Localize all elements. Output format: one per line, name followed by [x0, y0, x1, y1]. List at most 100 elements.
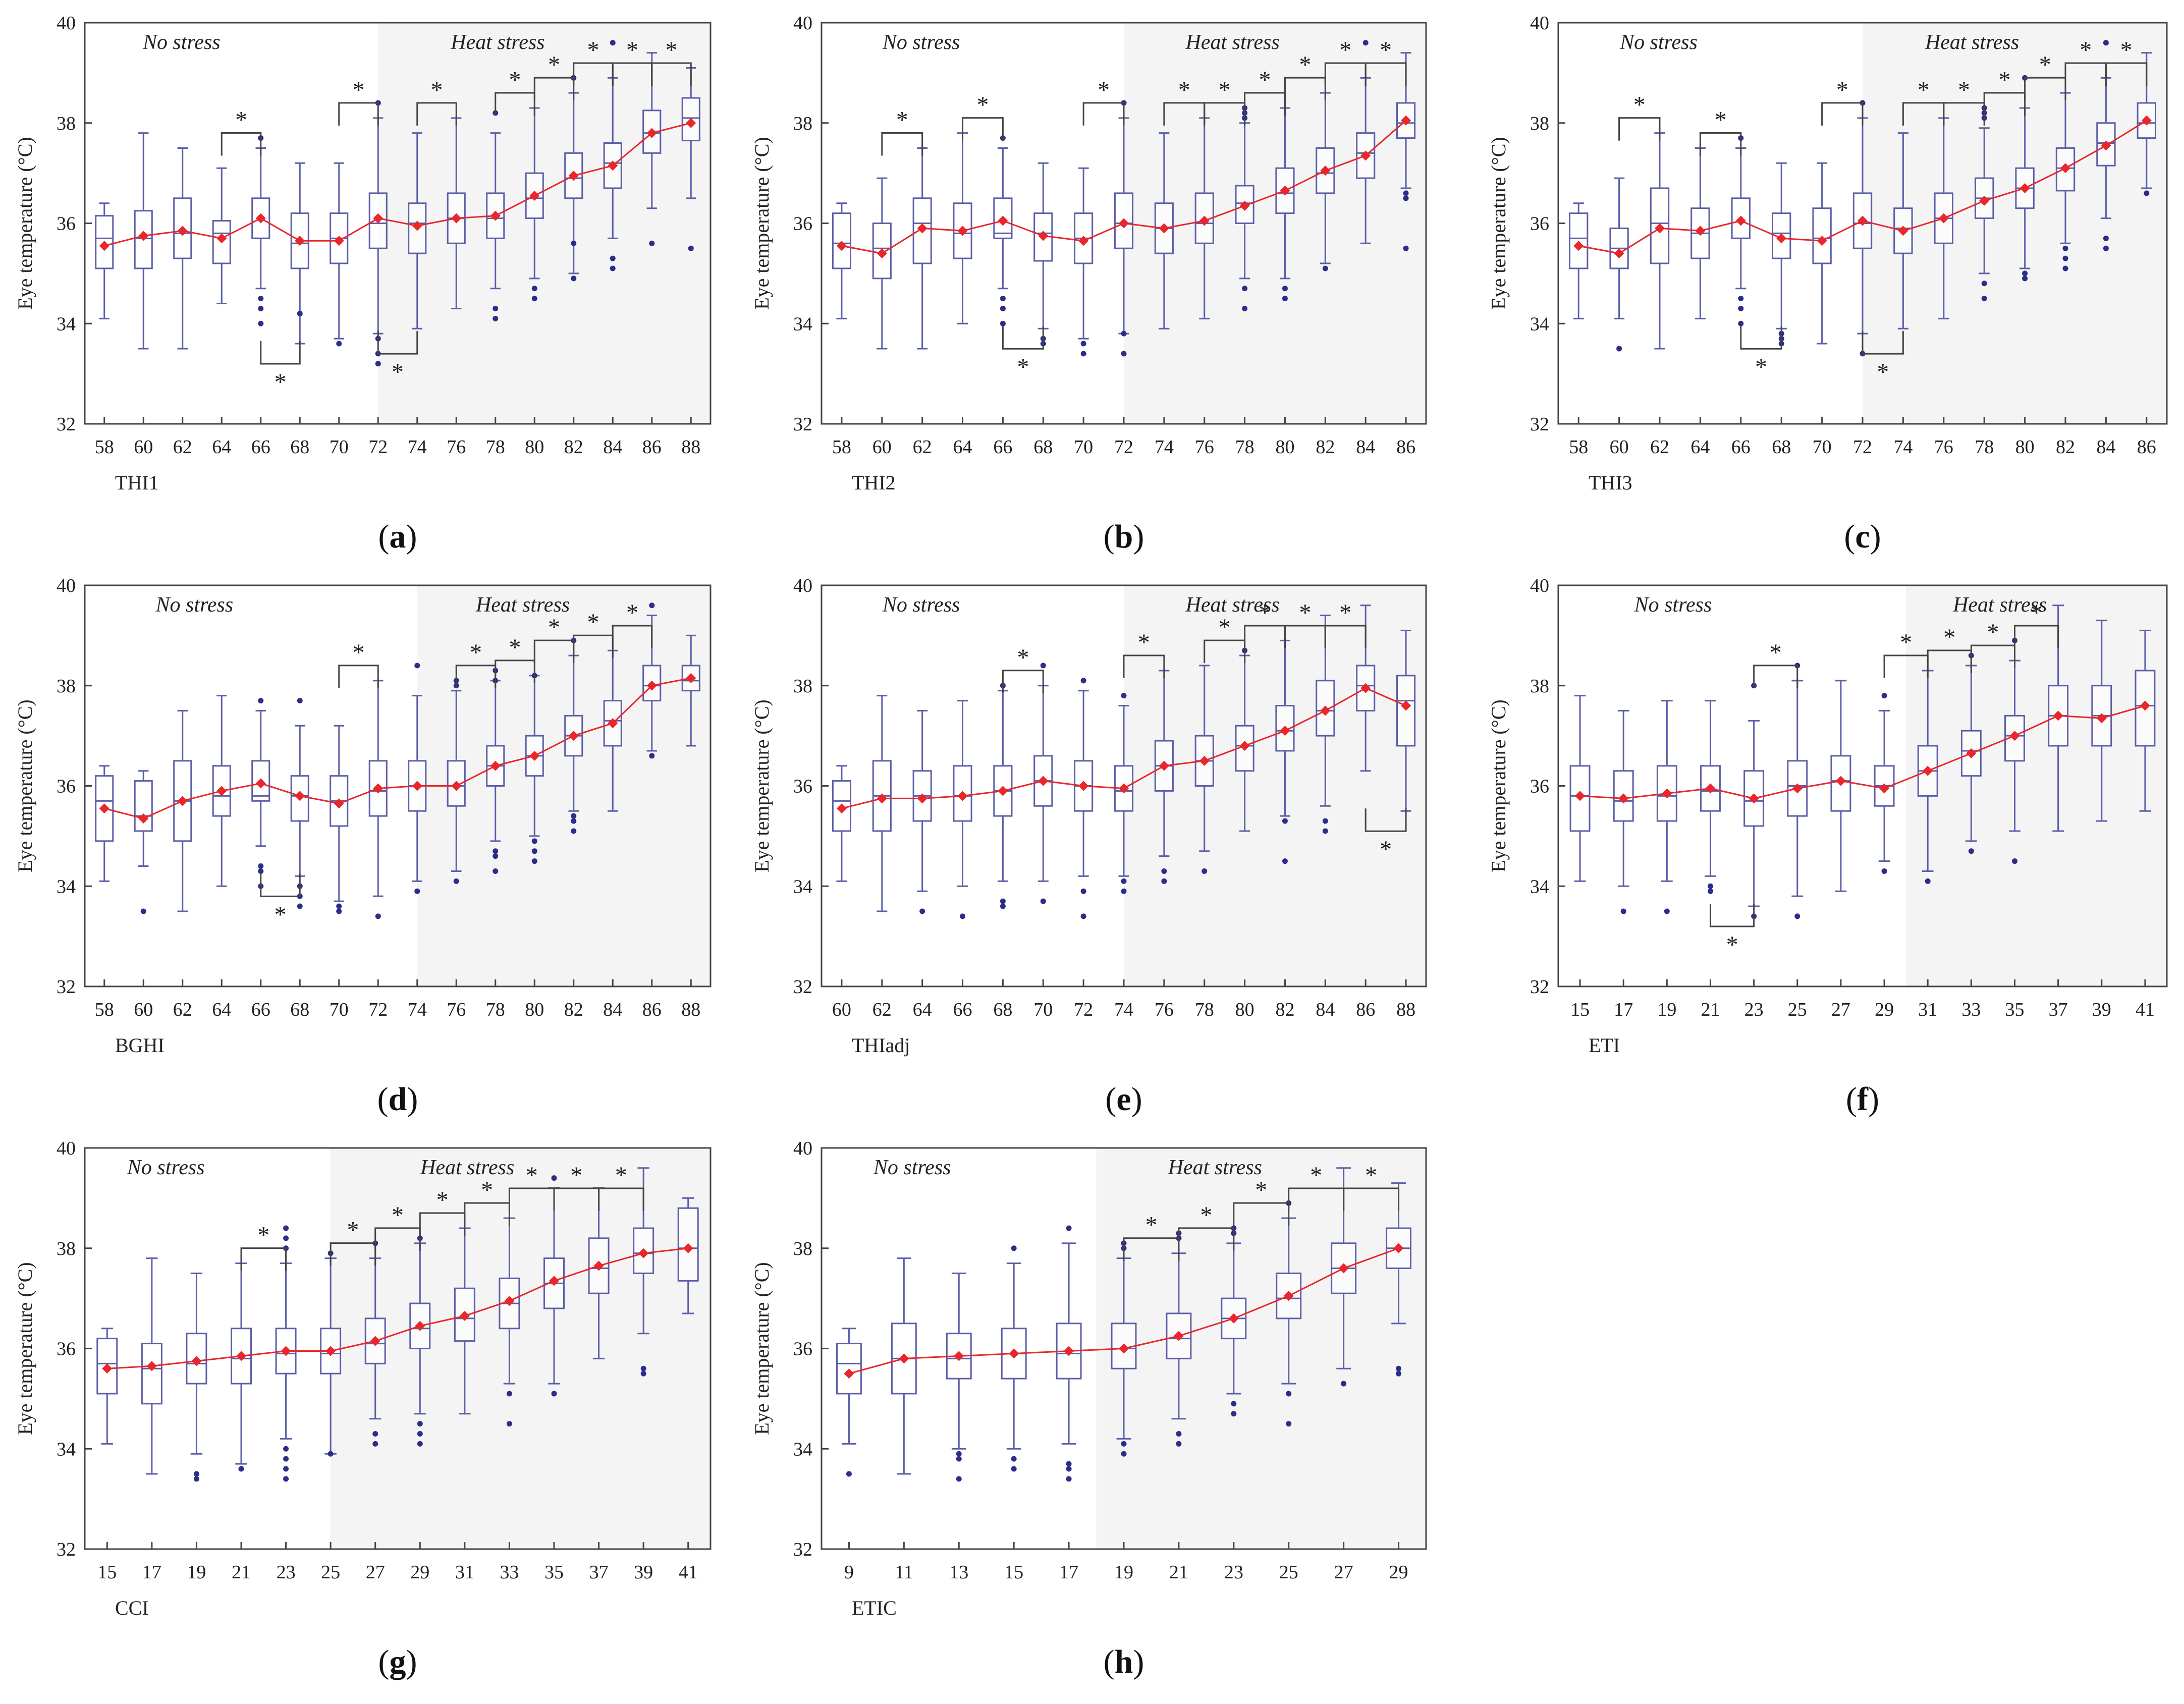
bracket-line	[338, 665, 379, 688]
outlier-point	[297, 903, 303, 909]
box-19	[1656, 700, 1677, 914]
panel-e: No stress Heat stress 32 34 36 38 40 Eye temper…	[750, 575, 1427, 1118]
outlier-point	[193, 1476, 199, 1482]
outlier-point	[1738, 296, 1744, 302]
outlier-point	[1981, 296, 1987, 302]
outlier-point	[2144, 190, 2150, 196]
significance-bracket: *	[260, 873, 301, 928]
significance-star: *	[1998, 67, 2010, 93]
outlier-point	[417, 1431, 423, 1437]
mean-marker	[102, 1363, 113, 1374]
bracket-line	[1343, 1187, 1400, 1211]
significance-bracket: *	[330, 1217, 376, 1266]
significance-bracket: *	[1753, 639, 1798, 688]
box-66	[953, 700, 972, 919]
x-tick-label: 17	[1614, 999, 1633, 1020]
mean-marker	[1009, 1348, 1019, 1359]
heat-stress-label: Heat stress	[1168, 1156, 1262, 1179]
x-tick-label: 13	[949, 1562, 968, 1583]
mean-marker	[138, 231, 149, 241]
box-15	[1001, 1245, 1027, 1472]
outlier-point	[1708, 883, 1713, 889]
heat-stress-region	[417, 585, 711, 986]
mean-marker	[899, 1353, 909, 1364]
significance-star: *	[470, 639, 482, 666]
outlier-point	[1161, 878, 1167, 884]
outlier-point	[1080, 341, 1086, 347]
significance-star: *	[235, 106, 247, 133]
mean-marker	[412, 221, 422, 231]
outlier-point	[506, 1421, 512, 1427]
significance-bracket: *	[1740, 326, 1782, 380]
bracket-line	[1364, 62, 1407, 86]
x-tick-label: 76	[1155, 999, 1174, 1020]
outlier-point	[2062, 265, 2068, 271]
outlier-point	[1341, 1381, 1347, 1387]
mean-marker	[998, 215, 1008, 226]
significance-star: *	[548, 614, 560, 641]
x-tick-label: 62	[173, 436, 192, 458]
mean-marker	[412, 781, 422, 791]
significance-bracket: *	[1163, 77, 1206, 126]
x-tick-label: 60	[1610, 436, 1629, 458]
y-axis-title: Eye temperature (°C)	[750, 699, 773, 872]
heat-stress-label: Heat stress	[450, 31, 544, 54]
outlier-point	[2012, 858, 2017, 864]
box-74	[408, 132, 427, 329]
panel-c: No stress Heat stress 32 34 36 38 40 Eye temper…	[1487, 13, 2168, 555]
mean-marker	[1575, 791, 1586, 801]
mean-marker	[334, 236, 344, 246]
x-tick-label: 78	[1235, 436, 1254, 458]
x-tick-label: 68	[1772, 436, 1791, 458]
outlier-point	[283, 1456, 289, 1462]
panel-label-open: (	[1844, 518, 1855, 555]
box-70	[330, 725, 349, 914]
outlier-point	[258, 863, 264, 869]
bracket-line	[651, 62, 692, 86]
x-tick-label: 64	[212, 999, 231, 1020]
box-78	[486, 668, 505, 874]
x-tick-label: 60	[872, 436, 892, 458]
x-tick-label: 39	[634, 1562, 653, 1583]
significance-star: *	[1987, 619, 1999, 646]
outlier-point	[506, 1391, 512, 1397]
significance-star: *	[1755, 354, 1767, 380]
outlier-point	[640, 1370, 646, 1377]
outlier-point	[327, 1451, 334, 1457]
bracket-line	[464, 1202, 510, 1226]
significance-star: *	[347, 1217, 359, 1244]
panel-h: No stress Heat stress 32 34 36 38 40 Eye temper…	[750, 1138, 1427, 1680]
x-tick-label: 86	[642, 999, 662, 1020]
bracket-line	[221, 132, 262, 156]
x-tick-label: 78	[1975, 436, 1994, 458]
x-tick-label: 76	[1195, 436, 1214, 458]
x-tick-label: 64	[953, 436, 972, 458]
outlier-point	[1202, 868, 1208, 874]
mean-marker	[638, 1248, 649, 1258]
mean-line	[1579, 705, 2146, 799]
x-tick-label: 80	[525, 999, 544, 1020]
panel-label-close: )	[1131, 1081, 1142, 1118]
outlier-point	[2103, 235, 2109, 241]
outlier-point	[1231, 1401, 1237, 1407]
outlier-point	[610, 265, 616, 271]
outlier-point	[1080, 351, 1086, 357]
x-tick-label: 66	[993, 436, 1012, 458]
mean-marker	[1228, 1313, 1239, 1324]
box-58	[95, 765, 114, 882]
significance-bracket: *	[612, 599, 653, 648]
box-60	[134, 770, 153, 914]
bracket-line	[260, 341, 301, 365]
outlier-point	[610, 40, 616, 46]
significance-star: *	[2120, 37, 2133, 64]
mean-marker	[957, 791, 968, 801]
mean-marker	[2141, 115, 2152, 126]
mean-marker	[334, 798, 344, 809]
bracket-line	[1082, 102, 1125, 126]
x-tick-label: 35	[2005, 999, 2025, 1020]
significance-bracket: *	[416, 77, 457, 126]
heat-stress-label: Heat stress	[420, 1156, 514, 1179]
outlier-point	[258, 698, 264, 704]
x-tick-label: 68	[290, 436, 309, 458]
mean-marker	[216, 786, 227, 796]
